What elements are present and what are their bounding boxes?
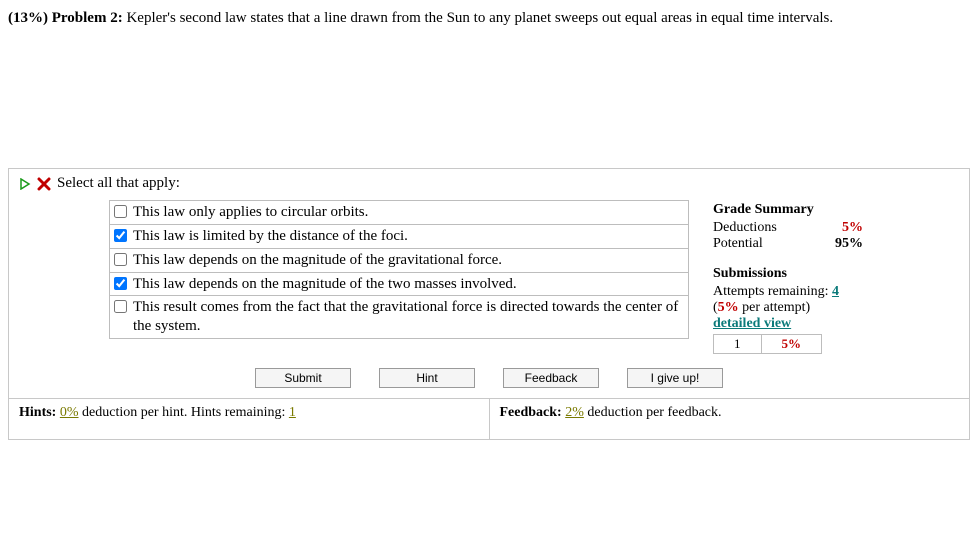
choice-checkbox[interactable] <box>114 253 127 266</box>
instruction-text: Select all that apply: <box>57 175 180 192</box>
choice-checkbox[interactable] <box>114 277 127 290</box>
submissions-header: Submissions <box>713 266 959 282</box>
choice-row: This law only applies to circular orbits… <box>109 200 689 225</box>
deductions-label: Deductions <box>713 220 777 236</box>
attempts-remaining-row: Attempts remaining: 4 <box>713 284 959 300</box>
footer-row: Hints: 0% deduction per hint. Hints rema… <box>9 398 969 439</box>
attempt-num: 1 <box>714 335 762 354</box>
close-icon[interactable] <box>37 177 51 191</box>
attempts-remaining-value: 4 <box>832 284 839 299</box>
per-attempt-row: (5% per attempt) <box>713 300 959 316</box>
instruction-row: Select all that apply: <box>19 175 959 192</box>
choice-label: This law only applies to circular orbits… <box>133 203 368 222</box>
choice-row: This law is limited by the distance of t… <box>109 224 689 249</box>
choice-checkbox[interactable] <box>114 229 127 242</box>
problem-statement: Kepler's second law states that a line d… <box>126 10 833 26</box>
sidebar: Grade Summary Deductions 5% Potential 95… <box>713 200 959 354</box>
deductions-value: 5% <box>842 220 863 236</box>
submit-button[interactable]: Submit <box>255 368 351 388</box>
attempt-pct: 5% <box>761 335 822 354</box>
detailed-view-link[interactable]: detailed view <box>713 316 959 332</box>
potential-label: Potential <box>713 236 763 252</box>
problem-title: Problem 2: <box>52 10 123 26</box>
choice-label: This law depends on the magnitude of the… <box>133 275 517 294</box>
choices-list: This law only applies to circular orbits… <box>109 200 689 338</box>
grade-summary-header: Grade Summary <box>713 202 959 218</box>
feedback-button[interactable]: Feedback <box>503 368 599 388</box>
choice-checkbox[interactable] <box>114 205 127 218</box>
choice-checkbox[interactable] <box>114 300 127 313</box>
button-row: Submit Hint Feedback I give up! <box>19 368 959 388</box>
choice-label: This result comes from the fact that the… <box>133 298 684 336</box>
feedback-pct: 2% <box>565 405 584 420</box>
question-panel: Select all that apply: This law only app… <box>8 168 970 440</box>
hint-button[interactable]: Hint <box>379 368 475 388</box>
choice-row: This law depends on the magnitude of the… <box>109 272 689 297</box>
hints-footer: Hints: 0% deduction per hint. Hints rema… <box>9 399 489 439</box>
hints-remaining: 1 <box>289 405 296 420</box>
choice-label: This law depends on the magnitude of the… <box>133 251 502 270</box>
choice-row: This law depends on the magnitude of the… <box>109 248 689 273</box>
play-icon <box>19 178 31 190</box>
feedback-footer: Feedback: 2% deduction per feedback. <box>489 399 970 439</box>
choice-row: This result comes from the fact that the… <box>109 295 689 339</box>
hints-pct: 0% <box>60 405 79 420</box>
choice-label: This law is limited by the distance of t… <box>133 227 408 246</box>
potential-value: 95% <box>835 236 863 252</box>
problem-percent: (13%) <box>8 10 48 26</box>
giveup-button[interactable]: I give up! <box>627 368 723 388</box>
problem-header: (13%) Problem 2: Kepler's second law sta… <box>8 8 970 28</box>
attempt-table: 1 5% <box>713 334 822 354</box>
